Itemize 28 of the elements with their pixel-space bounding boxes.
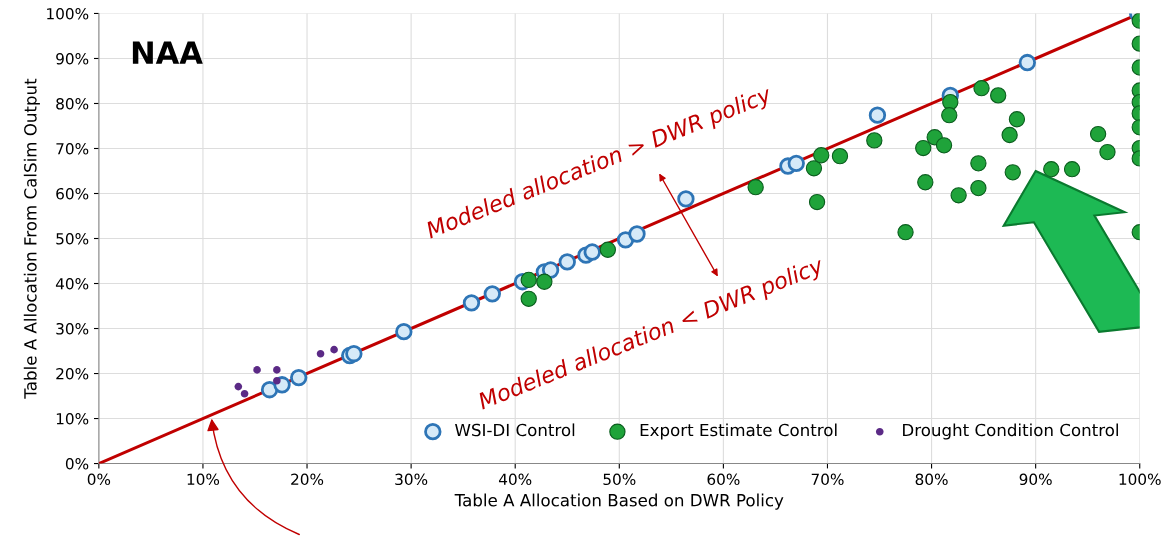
x-tick-label: 30% — [395, 473, 428, 486]
x-tick-label: 70% — [811, 473, 844, 486]
x-tick-label: 10% — [187, 473, 220, 486]
x-tick-label: 90% — [1019, 473, 1052, 486]
x-tick-label: 0% — [87, 473, 111, 486]
x-tick-label: 20% — [291, 473, 324, 486]
y-tick-label: 20% — [56, 367, 89, 380]
y-tick-label: 80% — [56, 97, 89, 110]
x-tick-label: 60% — [707, 473, 740, 486]
y-tick-label: 10% — [56, 413, 89, 425]
legend-label: Drought Condition Control — [903, 423, 1118, 440]
x-tick-label: 100% — [1119, 473, 1161, 486]
y-tick-label: 50% — [56, 232, 89, 245]
text: NAA — [132, 41, 203, 64]
x-tick-label: 80% — [915, 473, 948, 486]
y-tick-label: 60% — [56, 187, 89, 200]
y-tick-label: 0% — [65, 458, 89, 470]
legend-label: Export Estimate Control — [640, 423, 837, 440]
x-tick-label: 50% — [603, 473, 636, 486]
y-tick-label: 100% — [47, 7, 89, 20]
x-tick-label: 40% — [498, 473, 532, 486]
y-tick-label: 40% — [55, 277, 89, 290]
x-axis-title: Table A Allocation Based on DWR Policy — [454, 493, 784, 510]
legend-label: WSI-DI Control — [455, 423, 575, 437]
y-tick-label: 30% — [56, 322, 89, 335]
y-axis-title: Table A Allocation From CalSim Output — [23, 78, 40, 399]
y-tick-label: 70% — [56, 142, 89, 155]
y-tick-label: 90% — [56, 52, 89, 65]
